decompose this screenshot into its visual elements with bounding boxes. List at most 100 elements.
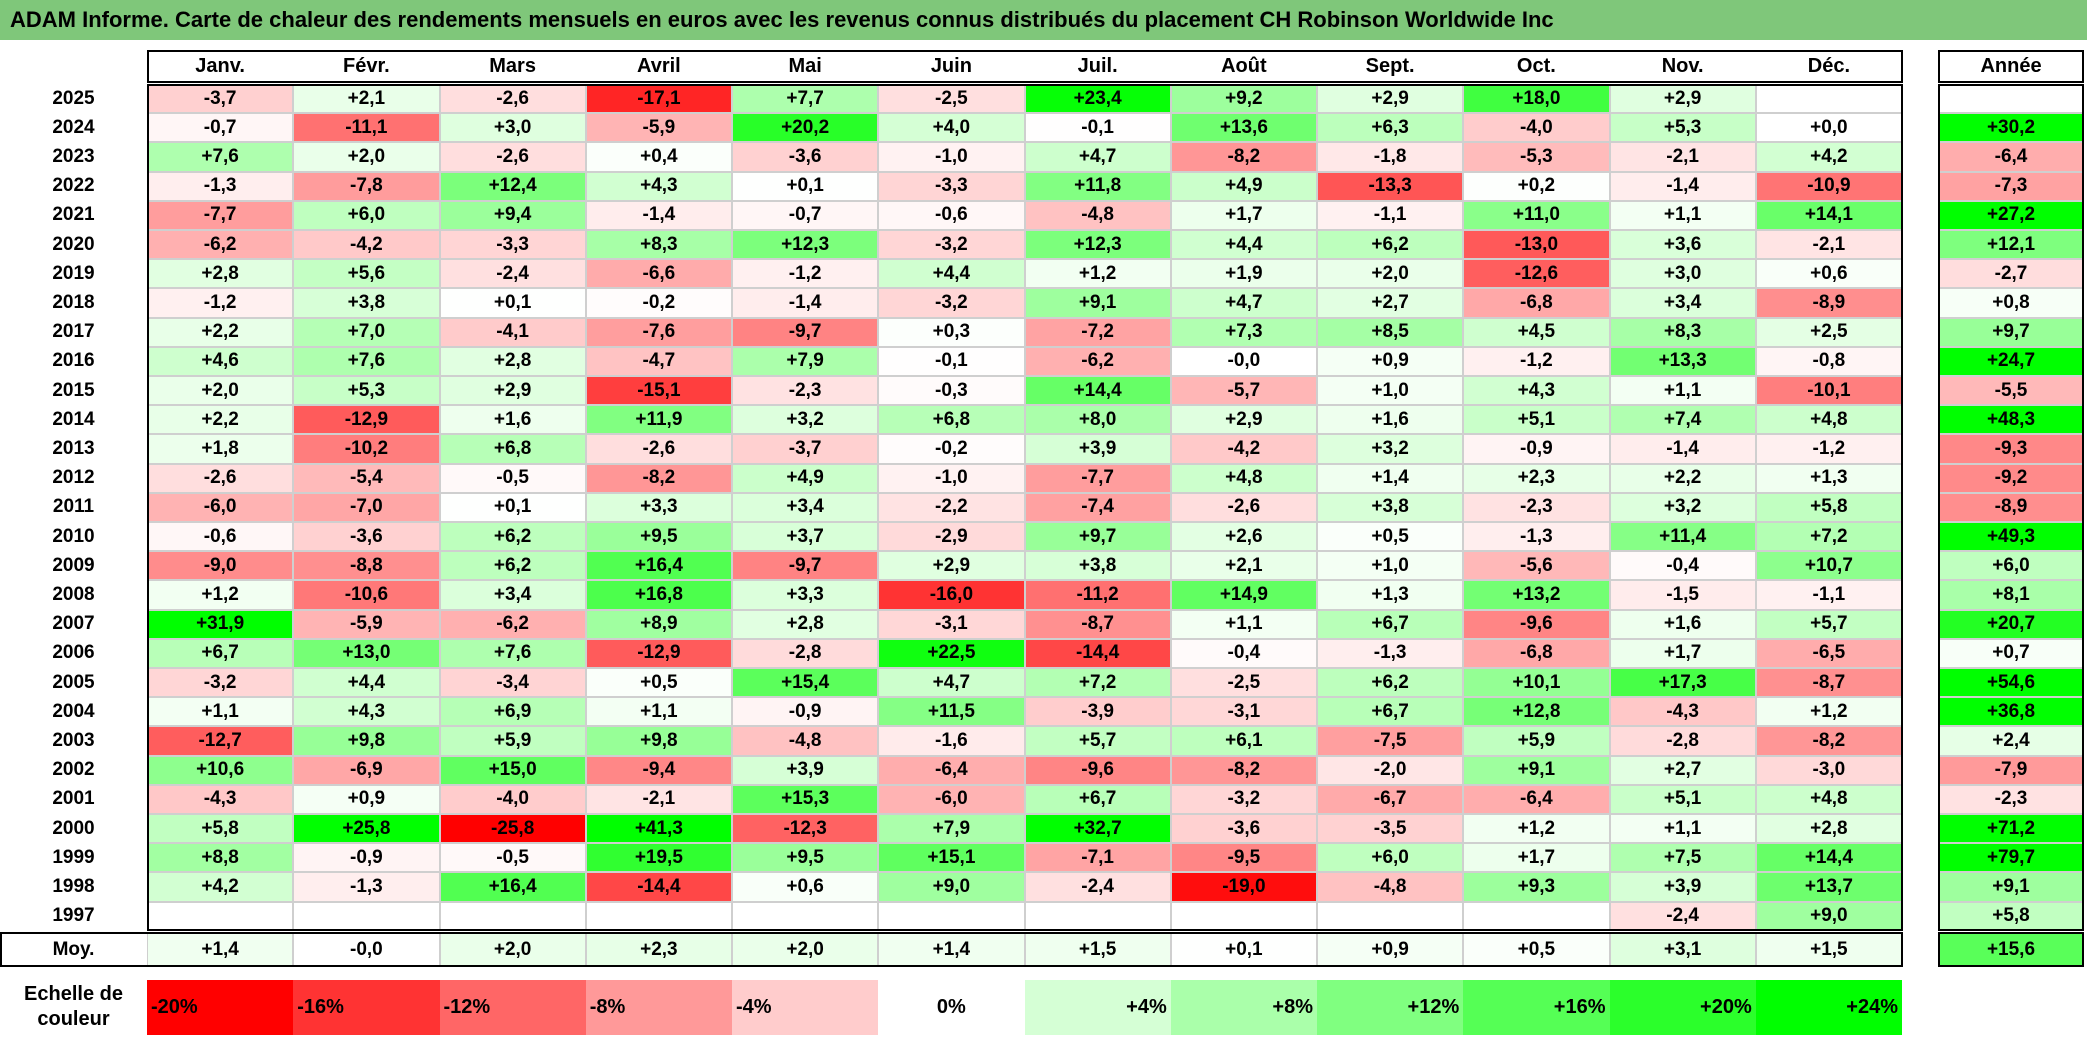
annual-cell: +27,2 (1938, 200, 2084, 230)
heatmap-cell: +2,0 (147, 376, 294, 406)
heatmap-cell: +2,2 (1609, 463, 1756, 493)
heatmap-cell: +19,5 (585, 843, 732, 873)
annual-cell: +6,0 (1938, 551, 2084, 581)
heatmap-cell: -6,4 (878, 755, 1025, 785)
row-year-label: 1999 (52, 846, 95, 868)
heatmap-cell: +11,8 (1024, 171, 1171, 201)
annual-cell: +36,8 (1938, 697, 2084, 727)
heatmap-cell: +25,8 (293, 814, 440, 844)
heatmap-cell: +1,7 (1170, 200, 1317, 230)
heatmap-cell: -6,7 (1317, 784, 1464, 814)
annual-cell: +49,3 (1938, 522, 2084, 552)
heatmap-cell: +5,3 (1609, 113, 1756, 143)
heatmap-cell: -1,2 (732, 259, 879, 289)
legend-swatch: 0% (878, 980, 1025, 1035)
heatmap-cell: +7,0 (293, 317, 440, 347)
heatmap-cell: +4,3 (1463, 376, 1610, 406)
average-cell: +2,3 (585, 933, 732, 966)
heatmap-cell: -1,2 (147, 288, 294, 318)
heatmap-cell: -3,3 (439, 230, 586, 260)
heatmap-cell: -3,4 (439, 668, 586, 698)
heatmap-cell: +0,0 (1755, 113, 1902, 143)
heatmap-cell: +7,6 (147, 142, 294, 172)
heatmap-cell: +1,0 (1317, 376, 1464, 406)
heatmap-cell: +7,6 (293, 346, 440, 376)
average-annual-cell: +15,6 (1938, 933, 2084, 966)
heatmap-cell: -1,2 (1755, 434, 1902, 464)
row-year-label: 2008 (52, 583, 95, 605)
legend-swatch: +8% (1170, 980, 1317, 1035)
heatmap-cell: +2,2 (147, 317, 294, 347)
heatmap-cell: +3,8 (1317, 492, 1464, 522)
legend-label: Echelle de couleur (0, 982, 147, 1032)
heatmap-cell: +5,1 (1609, 784, 1756, 814)
heatmap-cell: -3,0 (1755, 755, 1902, 785)
heatmap-cell: -6,0 (147, 492, 294, 522)
heatmap-cell: -2,4 (1609, 901, 1756, 931)
heatmap-cell: +3,2 (1317, 434, 1464, 464)
heatmap-cell: -9,0 (147, 551, 294, 581)
heatmap-cell: +9,4 (439, 200, 586, 230)
heatmap-cell: +4,5 (1463, 317, 1610, 347)
average-cell: +2,0 (732, 933, 879, 966)
heatmap-cell: +5,3 (293, 376, 440, 406)
heatmap-cell: -0,2 (585, 288, 732, 318)
annual-cell: +2,4 (1938, 726, 2084, 756)
legend-swatch: +24% (1755, 980, 1902, 1035)
annual-cell: -6,4 (1938, 142, 2084, 172)
heatmap-cell: -14,4 (585, 872, 732, 902)
heatmap-cell: -3,6 (732, 142, 879, 172)
row-year-label: 2010 (52, 525, 95, 547)
heatmap-cell: -2,1 (1755, 230, 1902, 260)
heatmap-cell: -5,6 (1463, 551, 1610, 581)
heatmap-cell: +7,2 (1024, 668, 1171, 698)
heatmap-cell (878, 901, 1025, 931)
heatmap-cell: -6,6 (585, 259, 732, 289)
row-year-label: 1998 (52, 875, 95, 897)
heatmap-cell: -12,9 (585, 638, 732, 668)
average-cell: +0,9 (1317, 933, 1464, 966)
heatmap-cell: -0,0 (1170, 346, 1317, 376)
heatmap-cell: +1,9 (1170, 259, 1317, 289)
row-year-label: 2024 (52, 116, 95, 138)
column-header: Sept. (1365, 55, 1415, 77)
heatmap-cell: +13,6 (1170, 113, 1317, 143)
legend-swatch: +12% (1317, 980, 1464, 1035)
heatmap-cell: +12,4 (439, 171, 586, 201)
heatmap-cell: -10,2 (293, 434, 440, 464)
heatmap-cell: +9,7 (1024, 522, 1171, 552)
heatmap-cell: +8,8 (147, 843, 294, 873)
heatmap-cell (293, 901, 440, 931)
column-header: Oct. (1516, 55, 1556, 77)
heatmap-cell: -2,8 (1609, 726, 1756, 756)
row-year-label: 2015 (52, 379, 95, 401)
heatmap-cell: +13,2 (1463, 580, 1610, 610)
annual-cell: +8,1 (1938, 580, 2084, 610)
heatmap-cell: +3,2 (732, 405, 879, 435)
heatmap-cell: -1,3 (1317, 638, 1464, 668)
heatmap-cell: -3,2 (1170, 784, 1317, 814)
heatmap-cell: -6,4 (1463, 784, 1610, 814)
annual-cell: +0,8 (1938, 288, 2084, 318)
heatmap-cell: -7,2 (1024, 317, 1171, 347)
heatmap-cell: -13,0 (1463, 230, 1610, 260)
heatmap-cell: -8,7 (1024, 609, 1171, 639)
annual-cell: +9,1 (1938, 872, 2084, 902)
heatmap-cell: -3,7 (147, 84, 294, 114)
heatmap-cell: +6,7 (1317, 609, 1464, 639)
heatmap-cell: -7,7 (147, 200, 294, 230)
heatmap-cell: -10,1 (1755, 376, 1902, 406)
heatmap-cell: +1,2 (147, 580, 294, 610)
heatmap-cell: +4,6 (147, 346, 294, 376)
heatmap-cell: -7,5 (1317, 726, 1464, 756)
heatmap-cell: +4,3 (293, 697, 440, 727)
heatmap-cell: -2,2 (878, 492, 1025, 522)
heatmap-cell: +4,2 (1755, 142, 1902, 172)
heatmap-cell: -0,2 (878, 434, 1025, 464)
heatmap-cell: +4,8 (1755, 784, 1902, 814)
heatmap-cell: +4,2 (147, 872, 294, 902)
legend-label-line1: Echelle de (24, 983, 123, 1005)
legend-swatch: -8% (585, 980, 732, 1035)
heatmap-cell: -5,4 (293, 463, 440, 493)
heatmap-cell: +5,9 (1463, 726, 1610, 756)
